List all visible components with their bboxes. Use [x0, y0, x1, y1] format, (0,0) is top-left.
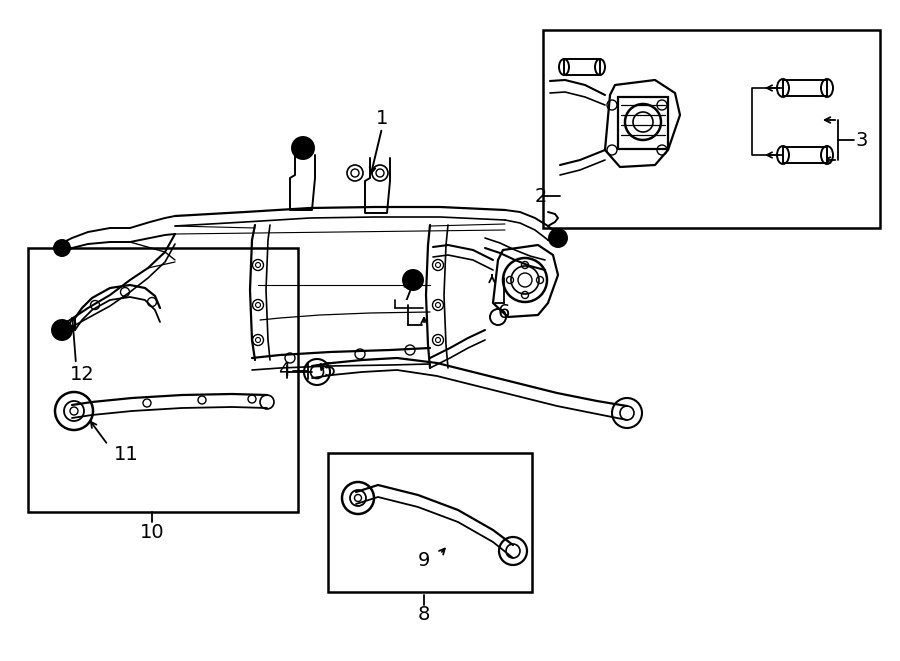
- Text: 3: 3: [856, 130, 868, 149]
- Text: 2: 2: [535, 186, 547, 206]
- Circle shape: [292, 137, 314, 159]
- Circle shape: [549, 229, 567, 247]
- Circle shape: [54, 240, 70, 256]
- Text: 11: 11: [113, 446, 139, 465]
- Bar: [618, 97, 668, 149]
- Text: 7: 7: [401, 286, 414, 305]
- Bar: [28, 248, 298, 512]
- Text: 6: 6: [498, 303, 510, 323]
- Text: 5: 5: [324, 362, 337, 381]
- Text: 1: 1: [376, 108, 388, 128]
- Circle shape: [403, 270, 423, 290]
- Text: 4: 4: [278, 362, 290, 381]
- Bar: [783, 147, 827, 163]
- Bar: [543, 30, 880, 228]
- Text: 9: 9: [418, 551, 430, 570]
- Text: 10: 10: [140, 522, 165, 541]
- Text: 8: 8: [418, 605, 430, 625]
- Bar: [564, 59, 600, 75]
- Bar: [328, 453, 532, 592]
- Text: 12: 12: [69, 364, 94, 383]
- Circle shape: [52, 320, 72, 340]
- Bar: [783, 80, 827, 96]
